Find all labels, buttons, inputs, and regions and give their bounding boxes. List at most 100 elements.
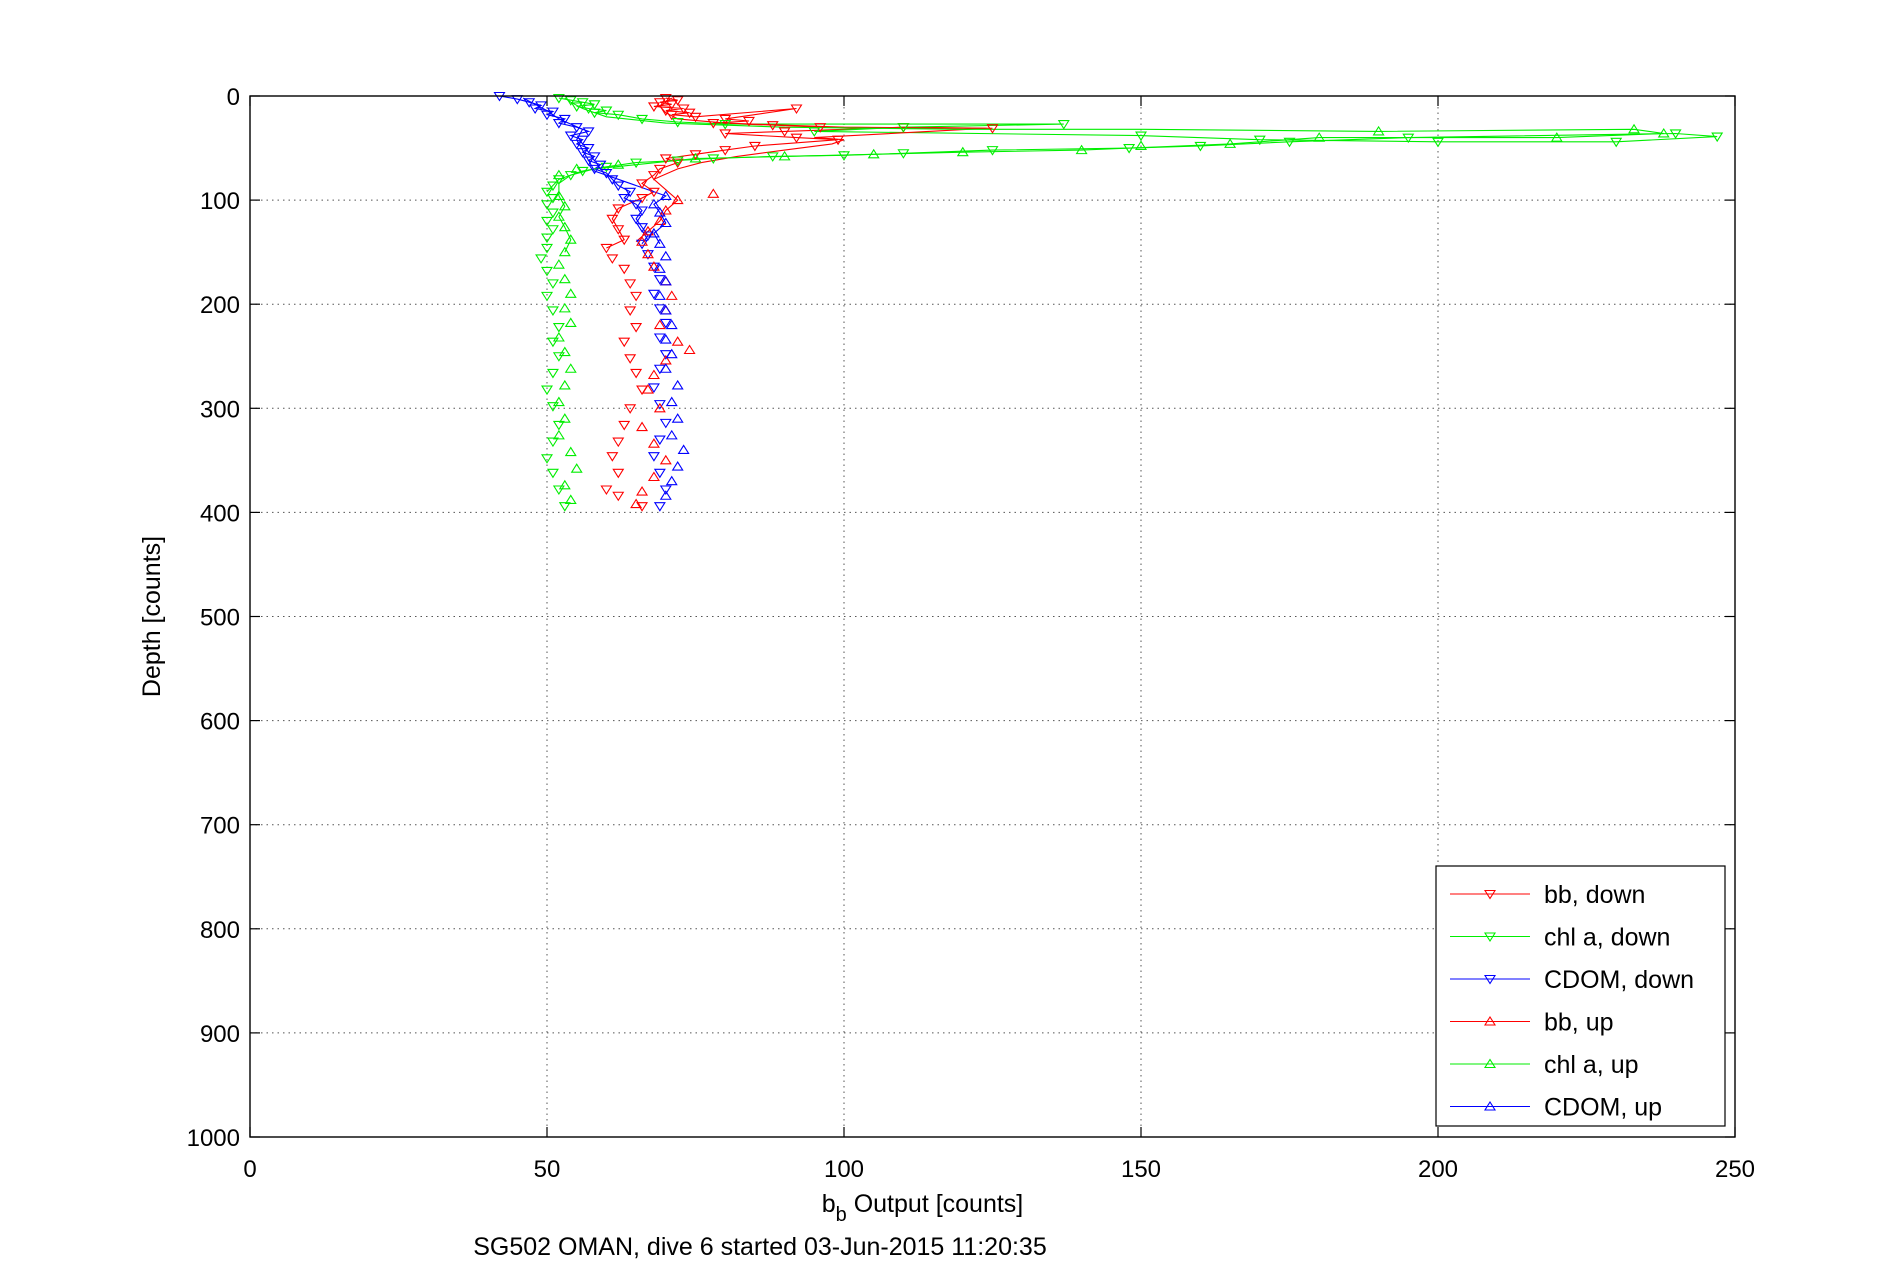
y-tick-label: 200 bbox=[200, 292, 240, 319]
series-line-2 bbox=[499, 95, 649, 245]
point-down bbox=[529, 104, 542, 115]
point-up bbox=[558, 379, 571, 390]
point-down bbox=[653, 400, 666, 410]
point-down bbox=[647, 102, 660, 112]
point-down bbox=[630, 158, 643, 169]
point-down bbox=[546, 402, 559, 412]
point-down bbox=[535, 254, 548, 264]
point-up bbox=[558, 273, 571, 284]
point-down bbox=[546, 107, 559, 118]
point-down bbox=[790, 104, 803, 115]
legend-item: CDOM, down bbox=[1450, 966, 1694, 994]
point-up bbox=[570, 463, 583, 473]
point-up bbox=[683, 344, 696, 355]
point-down bbox=[624, 354, 637, 364]
point-down bbox=[546, 468, 559, 479]
point-up bbox=[659, 334, 672, 344]
point-down bbox=[647, 289, 660, 300]
y-tick-label: 0 bbox=[227, 84, 240, 111]
point-down bbox=[636, 502, 649, 512]
point-up bbox=[659, 490, 672, 500]
point-down bbox=[647, 187, 660, 198]
point-down bbox=[665, 100, 678, 110]
point-up bbox=[653, 402, 666, 413]
point-down bbox=[535, 101, 548, 111]
point-down bbox=[671, 117, 684, 128]
point-up bbox=[558, 221, 571, 232]
point-up bbox=[653, 215, 666, 225]
point-down bbox=[778, 127, 791, 137]
series-line-3 bbox=[635, 97, 987, 243]
x-axis-label-rest: Output [counts] bbox=[847, 1190, 1024, 1218]
point-down bbox=[647, 452, 660, 462]
point-down bbox=[659, 485, 672, 496]
point-down bbox=[618, 337, 631, 348]
point-down bbox=[671, 158, 684, 169]
point-up bbox=[558, 346, 571, 357]
point-up bbox=[636, 236, 649, 246]
point-down bbox=[523, 98, 536, 108]
point-down bbox=[552, 420, 565, 431]
point-down bbox=[552, 485, 565, 496]
point-up bbox=[677, 444, 690, 454]
point-up bbox=[636, 486, 649, 496]
point-down bbox=[588, 108, 601, 119]
point-up bbox=[659, 250, 672, 261]
ticks bbox=[249, 95, 1736, 1138]
point-down bbox=[570, 123, 583, 133]
point-down bbox=[541, 187, 553, 198]
point-up bbox=[630, 498, 643, 509]
point-down bbox=[653, 164, 666, 175]
x-tick-label: 100 bbox=[824, 1156, 864, 1183]
point-down bbox=[766, 121, 779, 131]
point-up bbox=[564, 446, 577, 457]
point-down bbox=[558, 502, 571, 512]
point-up bbox=[552, 190, 565, 200]
point-down bbox=[665, 110, 678, 121]
point-down bbox=[546, 225, 559, 235]
point-down bbox=[546, 437, 559, 448]
x-tick-label: 50 bbox=[534, 1156, 561, 1183]
x-tick-label: 250 bbox=[1715, 1156, 1755, 1183]
point-down bbox=[1669, 129, 1682, 140]
point-up bbox=[665, 290, 678, 300]
point-up bbox=[665, 348, 678, 359]
legend-label: chl a, up bbox=[1544, 1051, 1639, 1079]
point-up bbox=[570, 163, 583, 173]
point-down bbox=[630, 291, 643, 302]
point-down bbox=[546, 337, 559, 348]
point-up bbox=[558, 200, 571, 211]
point-down bbox=[606, 214, 619, 225]
point-up bbox=[671, 194, 684, 205]
point-up bbox=[552, 331, 565, 342]
point-up bbox=[653, 290, 666, 300]
point-down bbox=[552, 352, 565, 362]
point-down bbox=[636, 179, 649, 189]
point-down bbox=[618, 193, 631, 204]
legend-label: CDOM, up bbox=[1544, 1094, 1662, 1122]
x-axis-label: bb Output [counts] bbox=[822, 1190, 1024, 1226]
point-down bbox=[541, 110, 553, 121]
point-down bbox=[612, 110, 625, 121]
point-down bbox=[541, 266, 553, 277]
point-up bbox=[671, 379, 684, 390]
point-down bbox=[1610, 137, 1623, 148]
point-down bbox=[541, 243, 553, 254]
point-up bbox=[1657, 127, 1670, 138]
legend: bb, down chl a, down CDOM, down bb, up chl a… bbox=[1435, 865, 1726, 1127]
point-down bbox=[636, 193, 649, 204]
point-down bbox=[653, 333, 666, 344]
point-down bbox=[1123, 144, 1136, 154]
legend-swatch-marker bbox=[1484, 974, 1496, 985]
point-up bbox=[647, 198, 660, 209]
point-down bbox=[1135, 131, 1147, 142]
point-down bbox=[606, 254, 619, 264]
point-down bbox=[600, 106, 613, 117]
point-up bbox=[647, 471, 660, 482]
point-down bbox=[636, 239, 649, 250]
grid bbox=[250, 96, 1735, 1137]
point-down bbox=[897, 123, 910, 133]
point-down bbox=[1432, 137, 1444, 148]
point-down bbox=[546, 306, 559, 316]
